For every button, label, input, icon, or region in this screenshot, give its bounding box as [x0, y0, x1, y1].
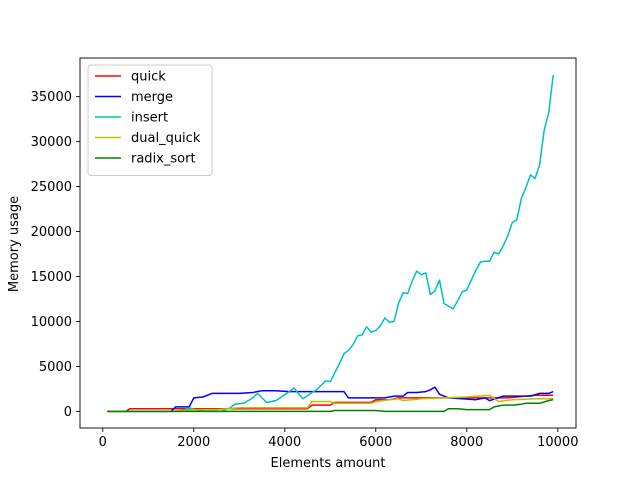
plot-frame [79, 57, 577, 429]
legend-label-radix_sort: radix_sort [131, 152, 196, 167]
series-line-dual_quick [107, 394, 554, 413]
legend: quick merge insert dual_quick radix_sort [87, 64, 213, 176]
legend-label-merge: merge [131, 90, 173, 105]
x-tick-label: 6000 [359, 435, 392, 450]
series-line-merge [107, 386, 554, 413]
y-tick-label: 30000 [31, 135, 72, 150]
plot-area [79, 57, 577, 429]
x-tick-label: 4000 [268, 435, 301, 450]
y-tick-label: 25000 [31, 180, 72, 195]
legend-label-quick: quick [131, 70, 166, 85]
series-line-insert [107, 75, 554, 413]
y-tick-label: 5000 [39, 360, 72, 375]
legend-label-insert: insert [131, 111, 168, 126]
x-tick-label: 10000 [537, 435, 578, 450]
y-tick-label: 15000 [31, 270, 72, 285]
x-tick-label: 0 [99, 435, 107, 450]
y-axis: 0 5000 10000 15000 20000 25000 30000 35000 [31, 90, 80, 420]
series-line-radix_sort [107, 398, 554, 413]
y-tick-label: 0 [64, 405, 72, 420]
x-axis: 0 2000 4000 6000 8000 10000 [99, 428, 578, 450]
series-group [107, 75, 554, 413]
y-tick-label: 35000 [31, 90, 72, 105]
y-axis-title: Memory usage [7, 196, 22, 292]
x-axis-title: Elements amount [271, 456, 386, 471]
y-tick-label: 10000 [31, 315, 72, 330]
legend-label-dual_quick: dual_quick [131, 131, 201, 146]
legend-box [87, 64, 213, 176]
x-tick-label: 2000 [177, 435, 210, 450]
x-tick-label: 8000 [450, 435, 483, 450]
y-tick-label: 20000 [31, 225, 72, 240]
